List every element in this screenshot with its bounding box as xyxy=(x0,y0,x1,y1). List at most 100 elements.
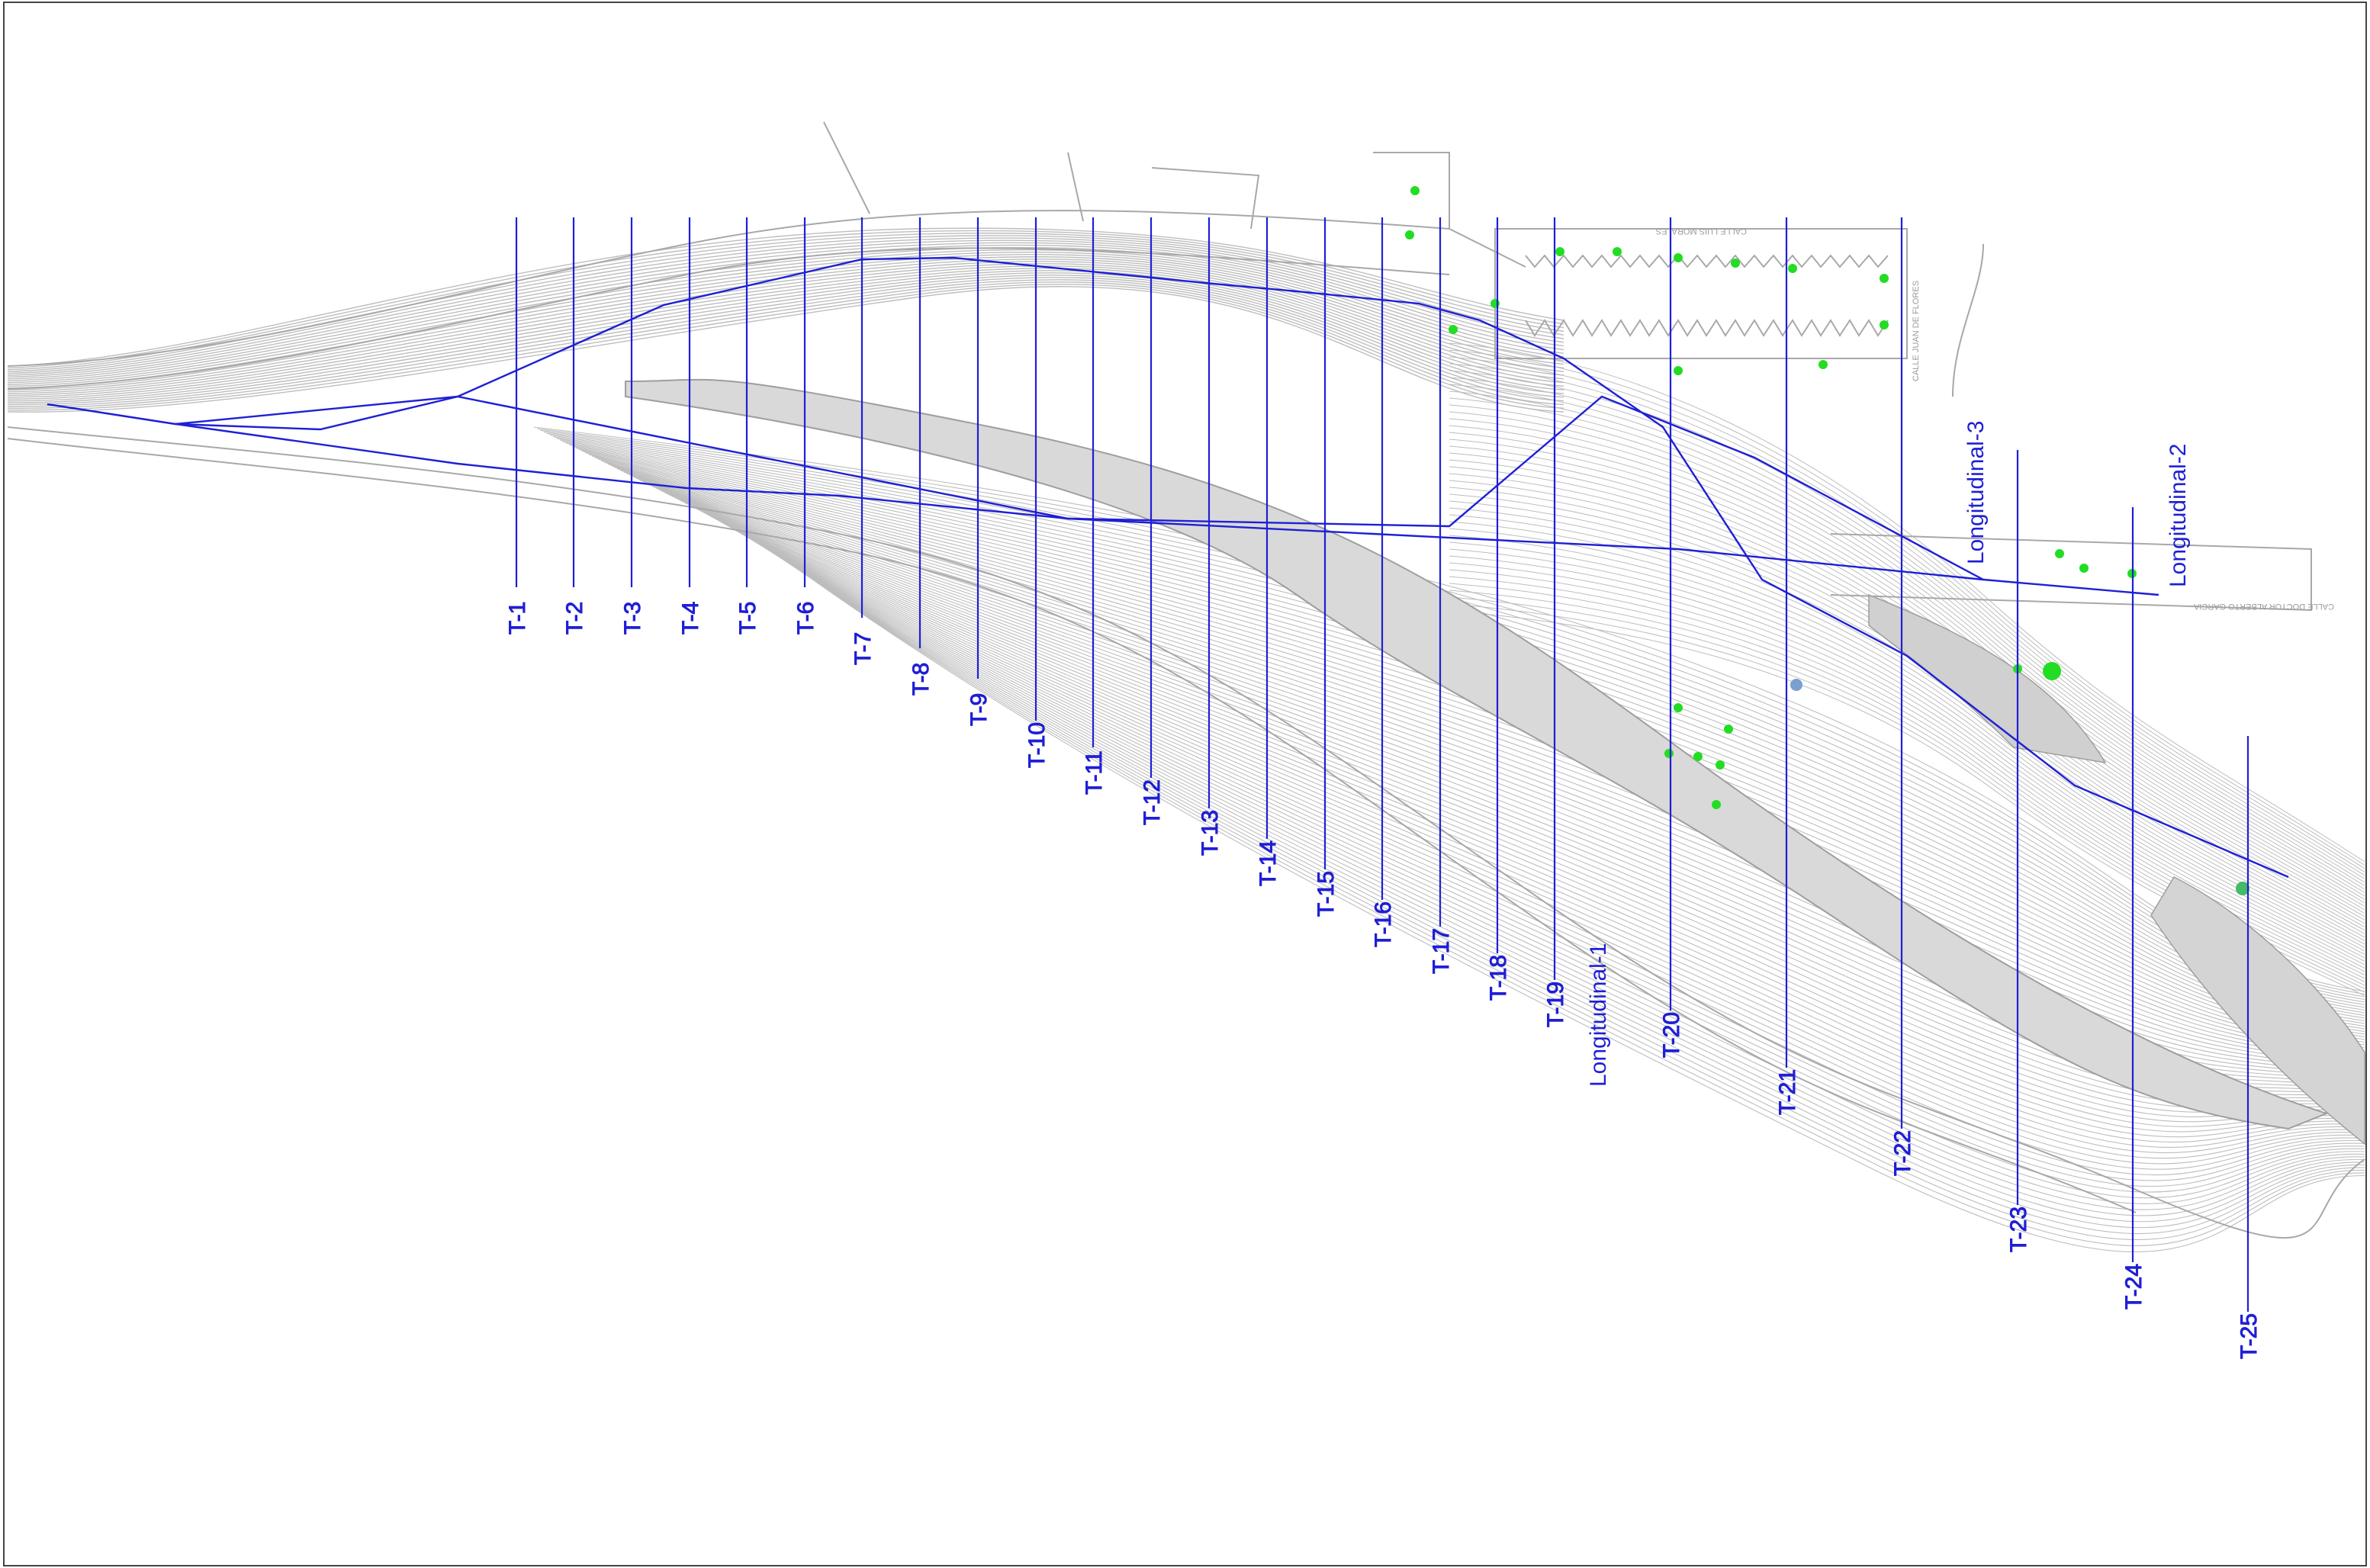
contour-line xyxy=(716,518,2365,1181)
contour-line xyxy=(722,521,2365,1193)
contour-line xyxy=(617,468,2365,1062)
section-t-2-label: T-2 xyxy=(562,602,587,635)
survey-point xyxy=(1790,679,1802,691)
contour-line xyxy=(680,500,2365,1123)
road-edge xyxy=(1373,152,1450,229)
section-t-12-label: T-12 xyxy=(1140,779,1165,825)
section-t-18: T-18 xyxy=(1486,217,1512,1001)
contour-line xyxy=(7,277,1564,406)
contour-line xyxy=(575,447,2365,1027)
contour-line xyxy=(677,499,2365,1117)
contour-line xyxy=(1449,349,2365,866)
roads xyxy=(7,121,2365,1239)
contour-line xyxy=(719,519,2365,1187)
contour-line xyxy=(7,233,1564,371)
contour-line xyxy=(629,474,2365,1072)
road-edge xyxy=(7,247,1450,390)
contour-line xyxy=(1449,342,2365,863)
contour-line xyxy=(591,455,2365,1040)
section-t-7-label: T-7 xyxy=(851,632,876,665)
contour-line xyxy=(1449,562,2365,972)
contour-line xyxy=(7,237,1564,374)
contour-line xyxy=(703,511,2365,1159)
contour-line xyxy=(569,444,2365,1022)
section-t-24: T-24 xyxy=(2121,507,2147,1310)
tree-marker xyxy=(1674,703,1683,712)
longitudinal-2-line xyxy=(47,403,2159,596)
section-t-15-label: T-15 xyxy=(1314,871,1339,917)
tree-marker xyxy=(1664,749,1674,758)
contour-line xyxy=(1449,548,2365,966)
section-t-3-label: T-3 xyxy=(620,602,645,635)
contour-line xyxy=(732,525,2365,1210)
contour-line xyxy=(7,246,1564,381)
slope-zone xyxy=(2150,876,2365,1145)
contour-line xyxy=(735,527,2365,1216)
contour-line xyxy=(741,531,2365,1229)
tree-marker xyxy=(1724,725,1733,734)
road-edge xyxy=(1494,228,1908,359)
tree-marker xyxy=(1555,247,1564,256)
contour-line xyxy=(620,470,2365,1065)
contour-line xyxy=(7,279,1564,407)
section-t-3: T-3 xyxy=(620,217,646,635)
tree-marker-star xyxy=(2236,882,2249,895)
contour-line xyxy=(1449,411,2365,897)
contour-line xyxy=(7,259,1564,390)
section-t-21: T-21 xyxy=(1775,217,1801,1116)
section-t-17: T-17 xyxy=(1429,217,1455,975)
contour-line xyxy=(744,532,2365,1234)
contour-line xyxy=(1449,397,2365,890)
retaining-wall xyxy=(1525,319,1889,337)
section-t-18-label: T-18 xyxy=(1486,955,1511,1001)
section-t-12: T-12 xyxy=(1140,217,1166,826)
section-t-25: T-25 xyxy=(2237,736,2262,1360)
topographic-survey xyxy=(7,227,2365,1253)
tree-marker xyxy=(1716,760,1725,770)
section-t-2: T-2 xyxy=(562,217,588,635)
tree-marker xyxy=(1788,264,1797,273)
section-t-22: T-22 xyxy=(1890,217,1916,1177)
contour-line xyxy=(1449,541,2365,962)
section-t-10: T-10 xyxy=(1024,217,1050,769)
contour-line xyxy=(562,441,2365,1017)
road-edge xyxy=(7,210,1526,367)
road-edge xyxy=(823,121,870,214)
contour-line xyxy=(700,509,2365,1154)
section-t-22-label: T-22 xyxy=(1890,1130,1915,1176)
section-t-11-label: T-11 xyxy=(1082,750,1107,795)
tree-marker xyxy=(1880,274,1889,283)
section-t-9: T-9 xyxy=(966,217,992,727)
section-t-15: T-15 xyxy=(1314,217,1339,917)
contour-line xyxy=(7,272,1564,402)
tree-marker xyxy=(1405,230,1414,239)
section-t-5: T-5 xyxy=(735,217,761,635)
section-t-5-label: T-5 xyxy=(735,602,761,635)
contour-line xyxy=(7,286,1564,413)
contour-line xyxy=(1449,377,2365,879)
contour-line xyxy=(1449,555,2365,969)
tree-marker xyxy=(1449,325,1458,334)
contour-line xyxy=(7,268,1564,398)
contour-line xyxy=(1449,418,2365,900)
contour-line xyxy=(1449,535,2365,959)
tree-marker xyxy=(2079,564,2089,573)
section-t-8: T-8 xyxy=(908,217,934,696)
tree-marker xyxy=(1731,259,1740,268)
tree-marker xyxy=(1712,800,1721,809)
longitudinal-3-label: Longitudinal-3 xyxy=(1963,421,1989,564)
longitudinal-1-line xyxy=(47,256,2289,879)
contour-line xyxy=(693,506,2365,1143)
contour-line xyxy=(7,227,1564,367)
contour-line xyxy=(7,230,1564,369)
road-edge xyxy=(1830,533,2312,612)
transversal-sections: T-1 T-2 T-3 T-4 T-5 T-6 T-7 T-8 T-9 T-10 T-11 T-12 T… xyxy=(505,217,2262,1360)
sheet-frame xyxy=(3,2,2367,1566)
contour-line xyxy=(7,239,1564,376)
contour-line xyxy=(639,479,2365,1081)
longitudinal-1-label: Longitudinal-1 xyxy=(1586,943,1611,1087)
contour-line xyxy=(1449,404,2365,893)
tree-marker xyxy=(1674,366,1683,375)
tree-marker xyxy=(1674,253,1683,262)
